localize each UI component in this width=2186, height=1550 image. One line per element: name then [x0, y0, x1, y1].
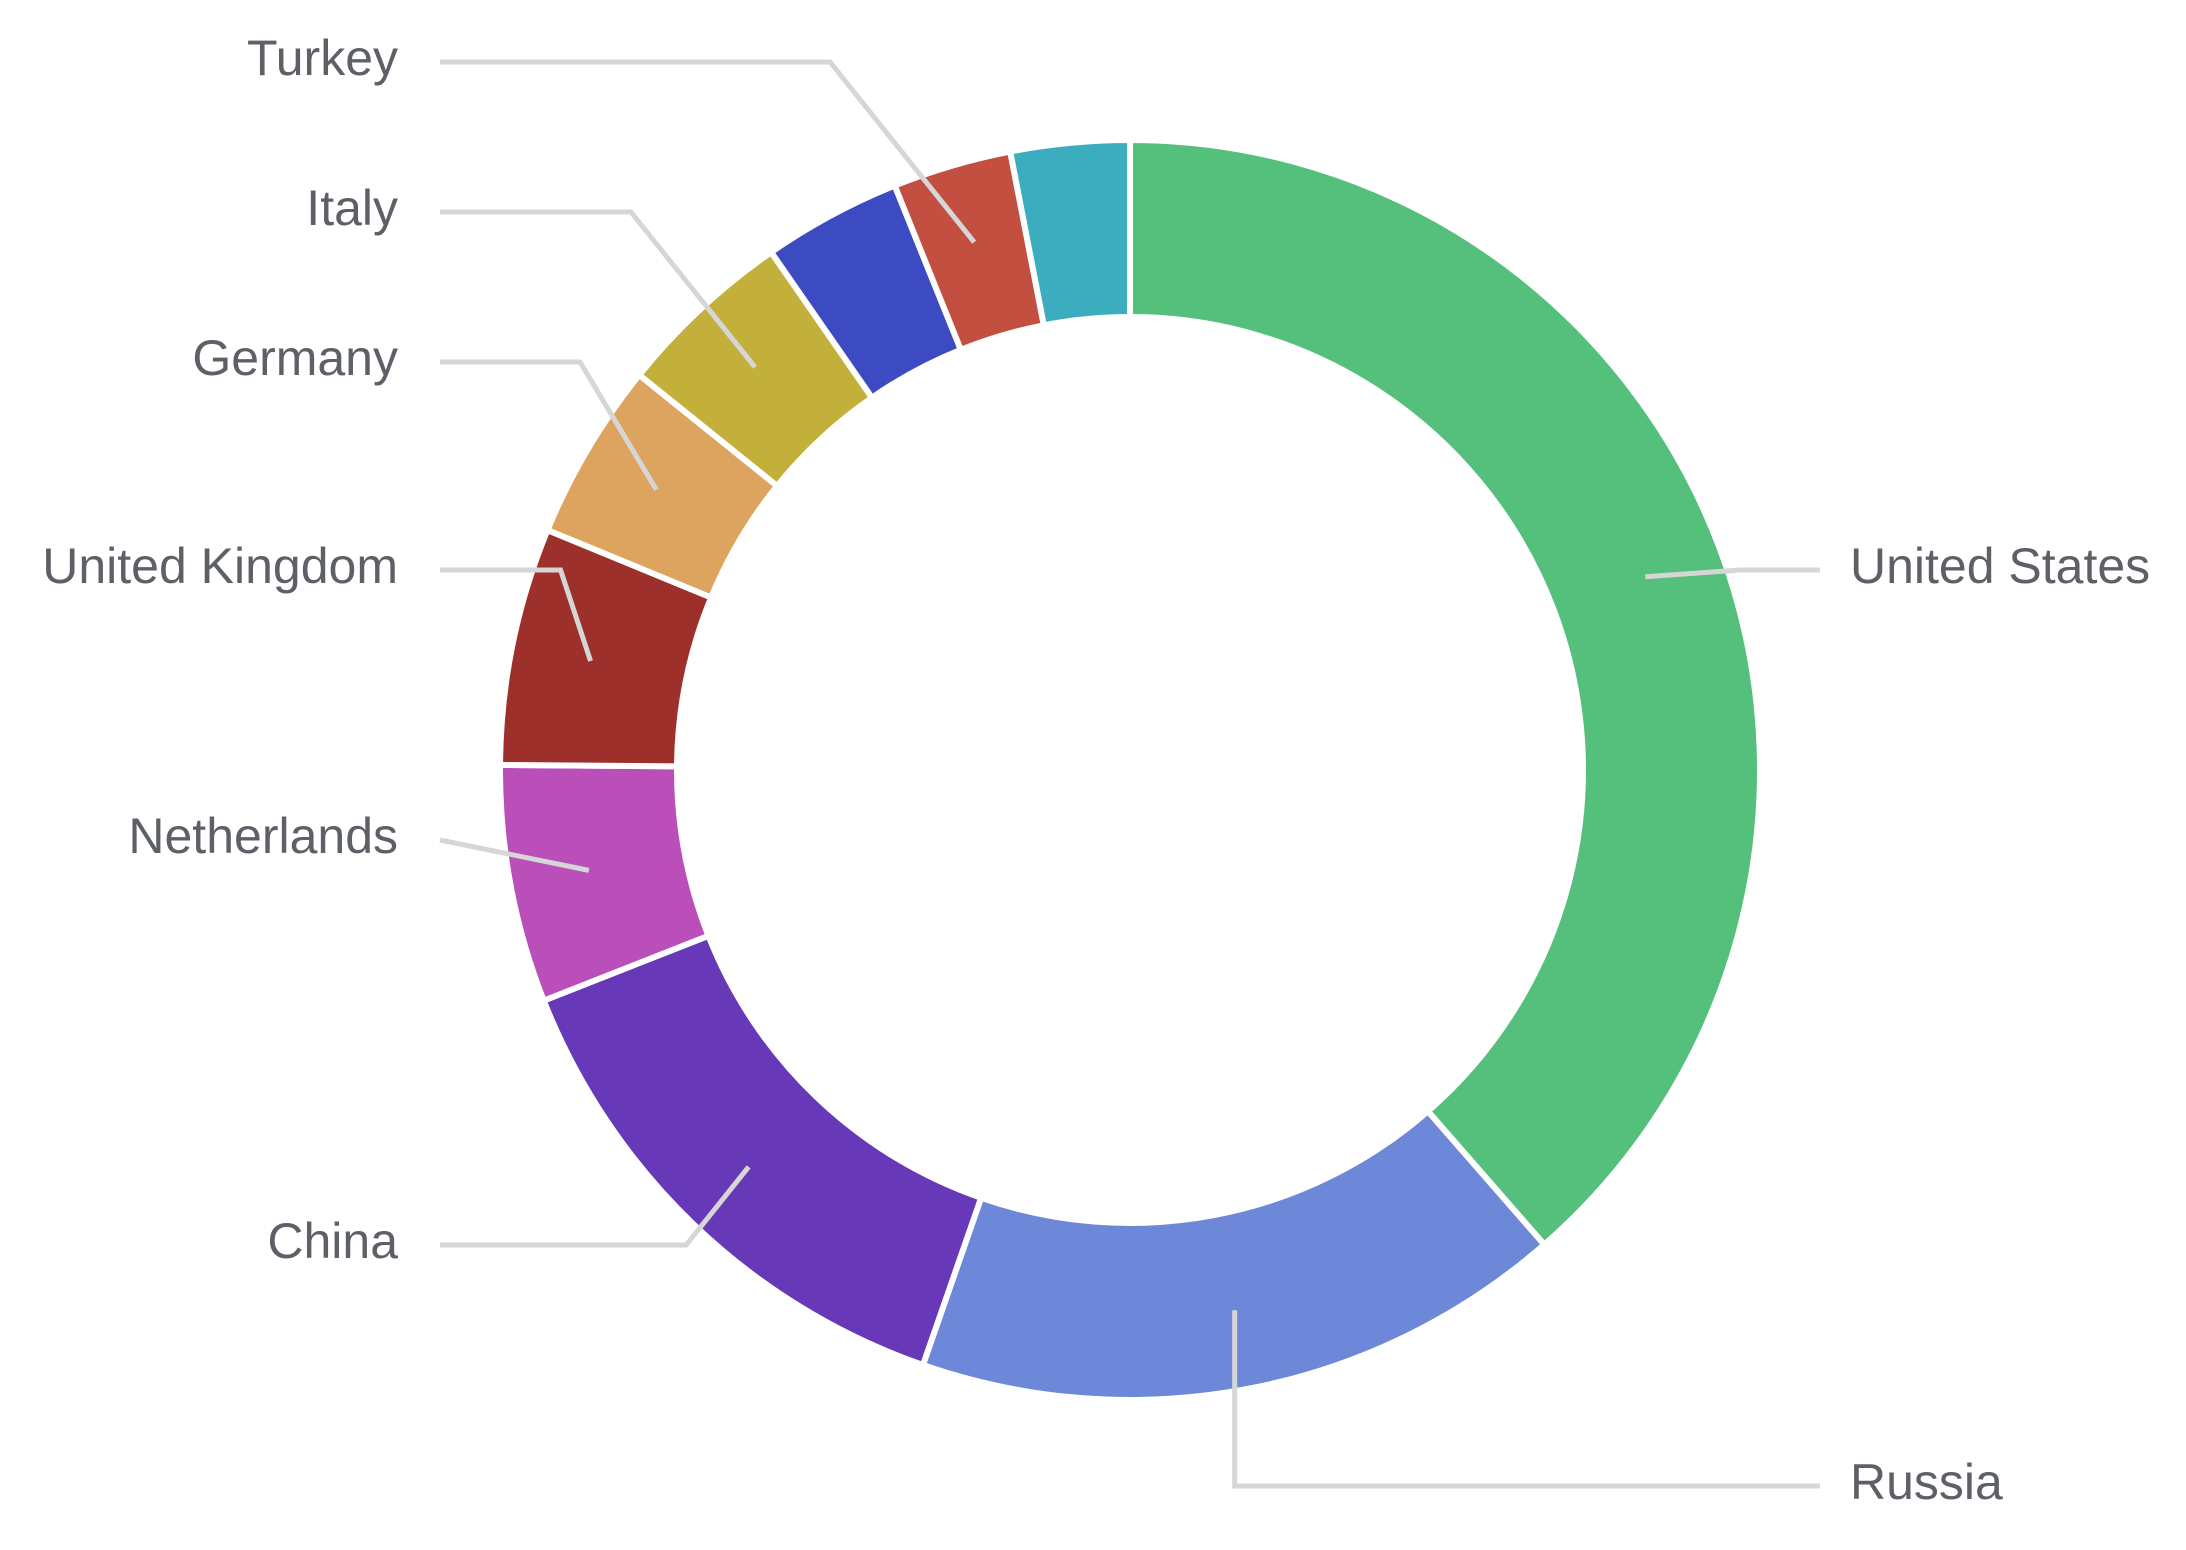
- leader-line-turkey: [440, 59, 977, 244]
- leader-line-italy: [440, 209, 758, 369]
- leader-line-netherlands: [439, 837, 590, 873]
- label-germany: Germany: [192, 330, 398, 386]
- label-italy: Italy: [306, 180, 398, 236]
- label-turkey: Turkey: [247, 30, 398, 86]
- chart-labels: United States Russia China Netherlands Unite…: [42, 30, 2150, 1510]
- chart-slices: [496, 136, 1763, 1403]
- slice-russia: [919, 1107, 1549, 1403]
- slice-unlabeled-9: [1006, 136, 1133, 329]
- label-united-states: United States: [1850, 538, 2150, 594]
- label-netherlands: Netherlands: [128, 808, 398, 864]
- leader-line-russia: [1232, 1310, 1820, 1489]
- label-china: China: [267, 1213, 398, 1269]
- leader-line-united-kingdom: [440, 567, 593, 662]
- label-russia: Russia: [1850, 1454, 2003, 1510]
- slice-china: [539, 931, 985, 1369]
- leader-line-china: [440, 1165, 751, 1248]
- leader-line-united-states: [1645, 567, 1820, 580]
- label-united-kingdom: United Kingdom: [42, 538, 398, 594]
- slice-united-states: [1127, 136, 1763, 1249]
- chart-leader-lines: [439, 59, 1820, 1489]
- leader-line-germany: [440, 359, 659, 492]
